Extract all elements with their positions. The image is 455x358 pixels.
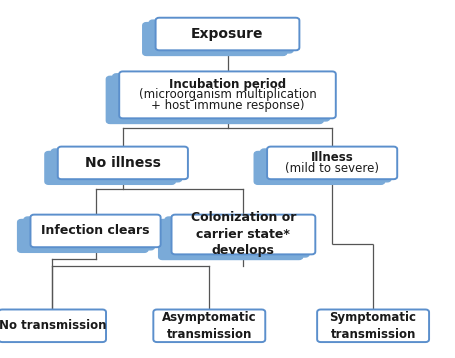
Text: (microorganism multiplication: (microorganism multiplication [139,88,316,101]
Text: No illness: No illness [85,156,161,170]
Text: Exposure: Exposure [191,27,264,41]
FancyBboxPatch shape [156,18,299,50]
FancyBboxPatch shape [159,219,303,259]
FancyBboxPatch shape [172,215,315,254]
FancyBboxPatch shape [261,149,391,182]
FancyBboxPatch shape [58,147,188,179]
FancyBboxPatch shape [30,215,161,247]
FancyBboxPatch shape [113,74,329,121]
Text: Symptomatic
transmission: Symptomatic transmission [329,311,417,340]
FancyBboxPatch shape [254,152,384,184]
FancyBboxPatch shape [18,219,148,252]
Text: Colonization or
carrier state*
develops: Colonization or carrier state* develops [191,212,296,257]
FancyBboxPatch shape [106,76,323,123]
Text: No transmission: No transmission [0,319,106,332]
FancyBboxPatch shape [0,309,106,342]
Text: (mild to severe): (mild to severe) [285,161,379,175]
Text: Illness: Illness [311,151,354,164]
Text: Infection clears: Infection clears [41,224,150,237]
FancyBboxPatch shape [153,309,265,342]
Text: Incubation period: Incubation period [169,78,286,91]
FancyBboxPatch shape [45,152,175,184]
FancyBboxPatch shape [51,149,182,182]
Text: + host immune response): + host immune response) [151,99,304,112]
FancyBboxPatch shape [317,309,429,342]
Text: Asymptomatic
transmission: Asymptomatic transmission [162,311,257,340]
FancyBboxPatch shape [24,217,154,250]
FancyBboxPatch shape [267,147,397,179]
FancyBboxPatch shape [165,217,309,257]
FancyBboxPatch shape [119,71,336,118]
FancyBboxPatch shape [149,20,293,53]
FancyBboxPatch shape [143,23,287,55]
